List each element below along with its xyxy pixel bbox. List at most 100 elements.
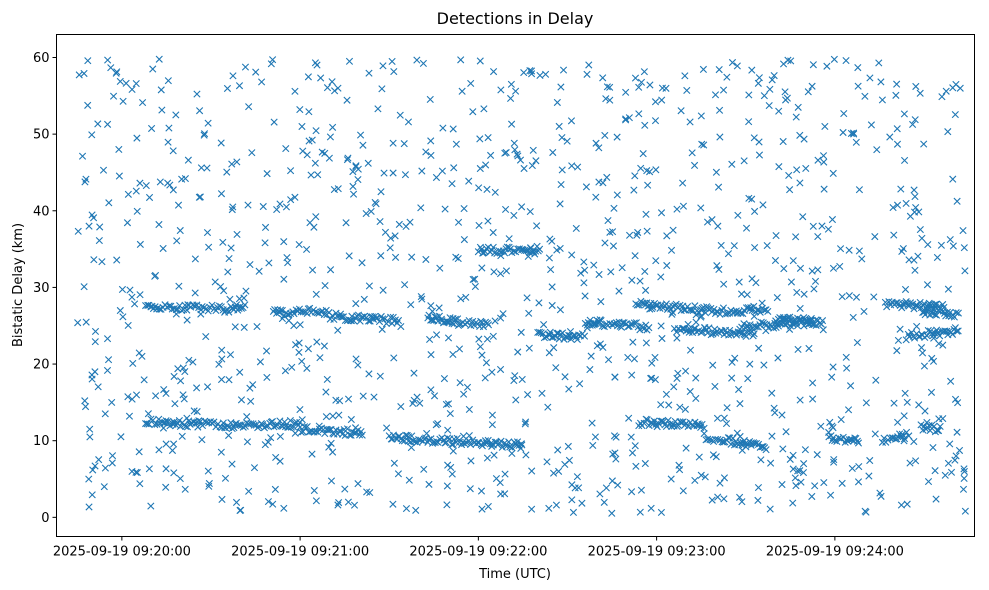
data-point xyxy=(170,469,178,477)
data-point xyxy=(316,354,324,362)
data-point xyxy=(866,74,874,82)
data-point xyxy=(197,310,205,318)
data-point xyxy=(144,410,152,418)
data-point xyxy=(466,440,475,449)
data-point xyxy=(303,364,311,372)
data-point xyxy=(714,222,722,230)
data-point xyxy=(511,372,519,380)
data-point xyxy=(458,87,466,95)
data-point xyxy=(603,83,611,91)
data-point xyxy=(794,467,802,475)
data-point xyxy=(474,438,482,447)
data-point xyxy=(217,139,225,147)
data-point xyxy=(159,424,168,432)
data-point xyxy=(944,459,953,467)
data-point xyxy=(628,371,636,379)
data-point xyxy=(174,201,183,209)
data-point xyxy=(557,83,565,91)
data-point xyxy=(636,277,644,285)
data-point xyxy=(960,467,968,476)
data-point xyxy=(75,71,83,79)
data-point xyxy=(703,218,712,226)
data-point xyxy=(482,161,490,169)
data-point xyxy=(454,218,463,226)
data-point xyxy=(817,422,825,430)
data-point xyxy=(283,253,291,262)
data-point xyxy=(312,127,320,135)
data-point xyxy=(460,439,469,448)
data-point xyxy=(415,435,423,444)
data-point xyxy=(762,446,770,454)
data-point xyxy=(657,322,665,330)
data-point xyxy=(923,306,931,314)
chart-title: Detections in Delay xyxy=(437,9,594,28)
data-point xyxy=(454,321,463,329)
data-point xyxy=(105,199,113,207)
data-point xyxy=(878,96,886,104)
data-point xyxy=(796,264,805,272)
data-point xyxy=(196,107,204,115)
data-point xyxy=(549,148,557,157)
data-point xyxy=(723,404,731,412)
data-point xyxy=(363,488,371,496)
data-point xyxy=(248,149,256,157)
data-point xyxy=(362,209,370,218)
data-point xyxy=(303,309,311,317)
y-tick-label: 10 xyxy=(33,434,50,449)
data-point xyxy=(143,420,151,428)
data-point xyxy=(586,365,594,374)
data-point xyxy=(366,317,374,325)
data-point xyxy=(819,326,827,334)
data-point xyxy=(552,501,561,509)
data-point xyxy=(335,411,343,419)
data-point xyxy=(652,166,660,174)
data-point xyxy=(643,416,651,424)
data-point xyxy=(475,221,483,229)
data-point xyxy=(799,468,808,477)
data-point xyxy=(746,321,754,329)
data-point xyxy=(270,118,278,126)
data-point xyxy=(572,224,580,233)
data-point xyxy=(768,389,776,397)
data-point xyxy=(679,179,687,187)
data-point xyxy=(171,400,179,408)
data-point xyxy=(548,301,556,310)
data-point xyxy=(417,204,425,212)
data-point xyxy=(181,174,189,183)
data-point xyxy=(951,456,959,464)
data-point xyxy=(931,467,939,475)
data-point xyxy=(528,467,536,475)
data-point xyxy=(145,193,154,202)
data-point xyxy=(269,56,277,64)
data-point xyxy=(814,156,822,164)
data-point xyxy=(124,190,132,198)
y-axis-ticks: 0 10 20 30 40 50 60 xyxy=(33,51,57,526)
data-point xyxy=(912,457,920,465)
data-point xyxy=(667,475,675,483)
data-point xyxy=(846,382,855,390)
data-point xyxy=(175,282,183,290)
data-point xyxy=(896,325,904,333)
data-point xyxy=(674,369,682,377)
data-point xyxy=(396,111,404,119)
data-point xyxy=(736,432,744,441)
data-point xyxy=(592,139,600,147)
data-point xyxy=(766,505,774,513)
data-point xyxy=(271,485,279,493)
data-point xyxy=(592,193,600,201)
data-point xyxy=(299,308,307,316)
data-point xyxy=(597,298,605,306)
data-point xyxy=(836,262,844,270)
data-point xyxy=(488,411,497,419)
data-point xyxy=(894,418,902,426)
plot-frame xyxy=(56,34,975,537)
data-point xyxy=(697,204,705,212)
data-point xyxy=(758,299,766,307)
data-point xyxy=(404,118,413,126)
data-point xyxy=(568,496,576,504)
data-point xyxy=(745,118,753,126)
data-point xyxy=(755,74,763,82)
data-point xyxy=(823,62,831,70)
data-point xyxy=(132,187,140,195)
data-point xyxy=(781,88,789,96)
